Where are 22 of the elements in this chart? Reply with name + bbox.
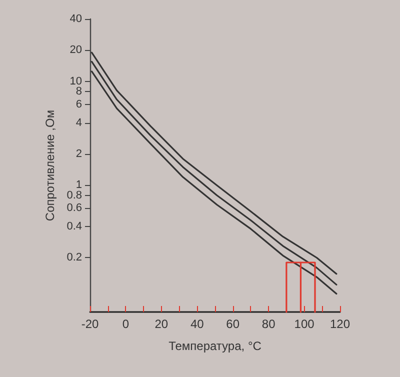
- x-tick-label: 40: [190, 317, 204, 331]
- y-tick-label: 2: [76, 148, 82, 160]
- y-tick-label: 10: [70, 75, 82, 88]
- y-tick-label: 40: [70, 13, 82, 25]
- y-tick-label: 0.6: [66, 202, 82, 214]
- y-axis-title: Сопротивление ,Ом: [42, 110, 57, 222]
- x-tick-label: 0: [122, 317, 130, 331]
- x-tick-label: 20: [154, 317, 168, 331]
- x-tick-label: 100: [294, 317, 315, 331]
- y-tick-label: 20: [70, 44, 82, 56]
- y-tick-label: 1: [76, 179, 82, 192]
- y-tick-label: 0.8: [66, 189, 82, 202]
- x-tick-label: 60: [226, 317, 240, 331]
- y-tick-label: 4: [76, 116, 82, 129]
- x-tick-label: -20: [81, 317, 99, 331]
- y-tick-label: 0.2: [66, 252, 82, 264]
- x-axis-title: Температура, °C: [168, 339, 262, 353]
- x-tick-label: 120: [330, 317, 350, 331]
- y-tick-label: 6: [76, 98, 82, 110]
- x-tick-label: 80: [262, 317, 276, 331]
- y-tick-label: 8: [76, 86, 82, 98]
- y-tick-label: 0.4: [66, 220, 82, 233]
